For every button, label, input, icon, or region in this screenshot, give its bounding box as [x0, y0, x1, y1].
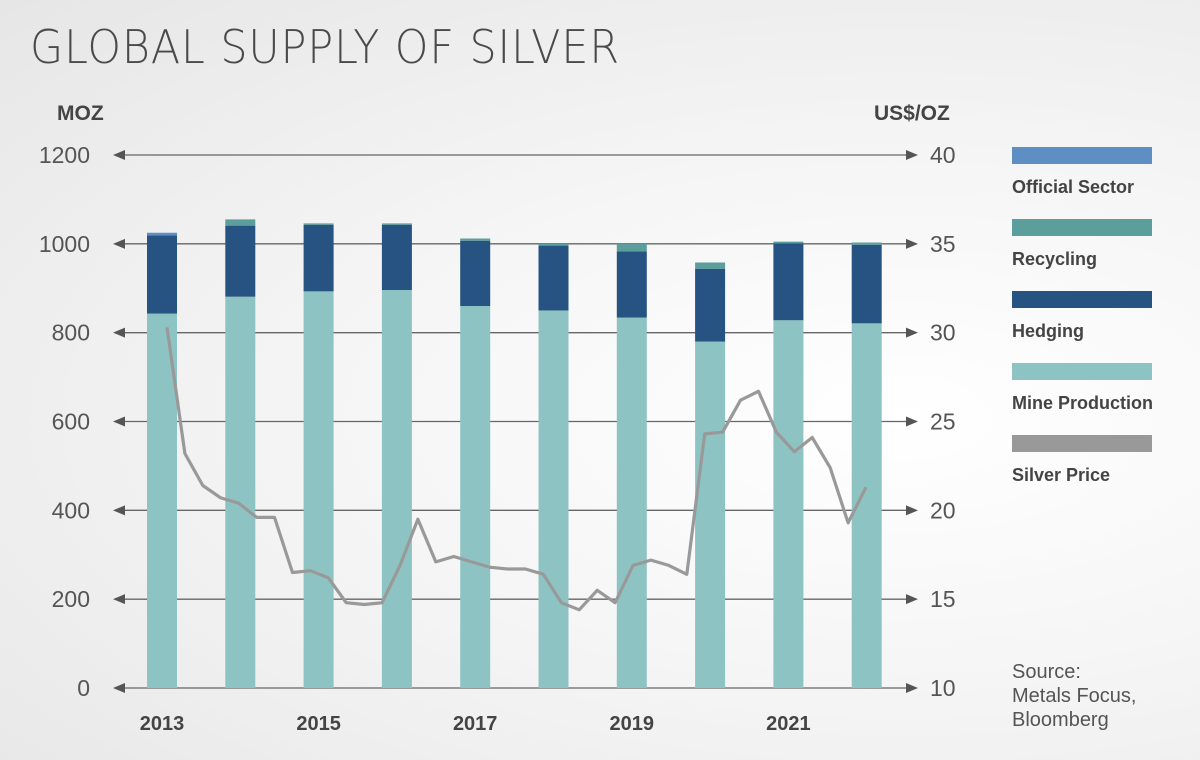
- legend-label: Mine Production: [1012, 393, 1153, 413]
- arrow-right-icon: [906, 150, 918, 160]
- source-line: Metals Focus,: [1012, 685, 1137, 707]
- y-left-tick-label: 0: [77, 675, 90, 701]
- bar-mine-production: [616, 317, 647, 688]
- bar-hedging: [695, 268, 726, 342]
- bar-recycling: [773, 241, 804, 244]
- source-note: Source: Metals Focus, Bloomberg: [1012, 660, 1136, 732]
- x-tick-label: 2017: [453, 713, 498, 735]
- bar-mine-production: [538, 310, 569, 688]
- bar-recycling: [225, 219, 256, 226]
- bar-hedging: [147, 235, 177, 314]
- y-left-tick-label: 1000: [39, 231, 90, 257]
- y-right-tick-label: 10: [930, 675, 956, 701]
- legend-swatch: [1012, 291, 1152, 308]
- arrow-left-icon: [113, 683, 125, 693]
- legend-swatch: [1012, 147, 1152, 164]
- silver-price-line: [165, 327, 868, 612]
- legend-swatch: [1012, 435, 1152, 452]
- legend-label: Hedging: [1012, 321, 1084, 341]
- bar-mine-production: [225, 296, 256, 688]
- arrow-left-icon: [113, 238, 125, 249]
- bar-hedging: [460, 240, 491, 307]
- y-left-tick-label: 200: [52, 586, 90, 612]
- legend-item-recycling: Recycling: [1012, 219, 1192, 270]
- x-tick-label: 2015: [296, 713, 341, 735]
- bar-hedging: [225, 225, 256, 297]
- legend-label: Recycling: [1012, 249, 1098, 269]
- bar-hedging: [538, 245, 569, 311]
- x-tick-label: 2013: [140, 713, 185, 735]
- legend-item-silver-price: Silver Price: [1012, 435, 1192, 486]
- bar-hedging: [303, 224, 334, 292]
- y-right-tick-label: 25: [930, 409, 956, 435]
- source-line: Source:: [1012, 661, 1081, 683]
- legend-item-hedging: Hedging: [1012, 291, 1192, 342]
- bar-mine-production: [773, 320, 804, 688]
- arrow-right-icon: [906, 416, 918, 427]
- arrow-left-icon: [113, 327, 125, 338]
- bar-mine-production: [695, 341, 726, 688]
- legend-swatch: [1012, 219, 1152, 236]
- source-line: Bloomberg: [1012, 709, 1109, 731]
- y-left-tick-label: 1200: [39, 142, 90, 168]
- arrow-left-icon: [113, 416, 125, 427]
- bar-official-sector: [147, 232, 177, 236]
- y-right-tick-label: 15: [930, 586, 956, 612]
- legend-item-official-sector: Official Sector: [1012, 147, 1192, 198]
- bar-hedging: [381, 224, 412, 291]
- y-right-tick-label: 20: [930, 497, 956, 523]
- bar-recycling: [303, 223, 334, 225]
- arrow-left-icon: [113, 594, 125, 605]
- y-left-tick-label: 600: [52, 409, 90, 435]
- legend-label: Silver Price: [1012, 465, 1111, 485]
- arrow-right-icon: [906, 238, 918, 249]
- y-right-tick-label: 30: [930, 320, 956, 346]
- bar-recycling: [460, 238, 491, 241]
- arrow-right-icon: [906, 505, 918, 516]
- arrow-right-icon: [906, 594, 918, 605]
- legend-label: Official Sector: [1012, 177, 1135, 197]
- arrow-left-icon: [113, 150, 125, 160]
- y-left-tick-label: 400: [52, 497, 90, 523]
- bar-mine-production: [381, 290, 412, 688]
- bar-recycling: [851, 242, 882, 245]
- bar-hedging: [616, 251, 647, 318]
- bar-mine-production: [303, 291, 334, 688]
- bar-recycling: [695, 262, 726, 269]
- chart-title: GLOBAL SUPPLY OF SILVER: [30, 20, 620, 74]
- x-tick-label: 2021: [766, 713, 811, 735]
- y-left-tick-label: 800: [52, 320, 90, 346]
- bar-recycling: [381, 223, 412, 225]
- y-right-tick-label: 35: [930, 231, 956, 257]
- bar-mine-production: [460, 306, 491, 688]
- arrow-right-icon: [906, 683, 918, 693]
- bar-mine-production: [147, 313, 177, 688]
- left-axis-label: MOZ: [57, 102, 104, 125]
- bar-hedging: [773, 243, 804, 321]
- x-tick-label: 2019: [610, 713, 655, 735]
- bar-hedging: [851, 244, 882, 324]
- right-axis-label: US$/OZ: [874, 102, 950, 125]
- bar-recycling: [616, 243, 647, 252]
- arrow-right-icon: [906, 327, 918, 338]
- arrow-left-icon: [113, 505, 125, 516]
- y-right-tick-label: 40: [930, 142, 956, 168]
- bar-recycling: [538, 243, 569, 246]
- legend-swatch: [1012, 363, 1152, 380]
- legend-item-mine-production: Mine Production: [1012, 363, 1192, 414]
